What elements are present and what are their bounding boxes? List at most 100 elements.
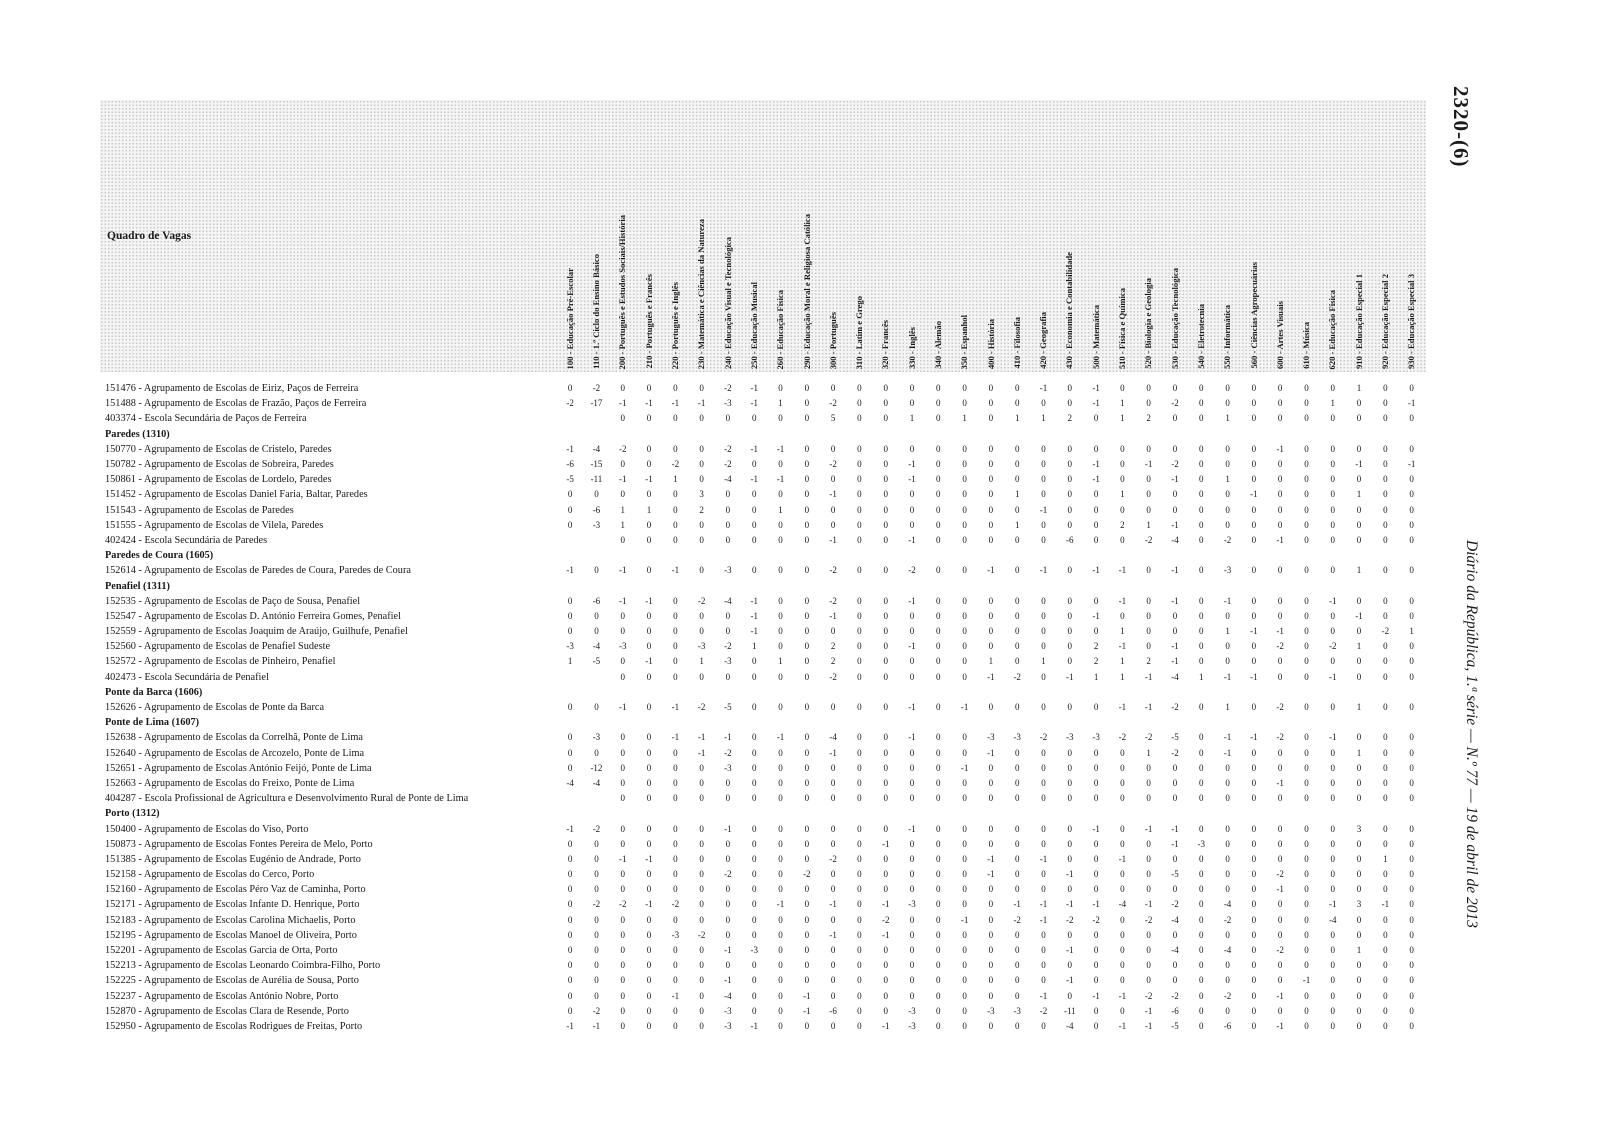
vacancy-cell: 0 — [1146, 762, 1151, 773]
vacancy-cell: 0 — [1093, 869, 1099, 880]
vacancy-cell: -6 — [829, 1005, 837, 1016]
school-label: 152559 - Agrupamento de Escolas Joaquim … — [105, 626, 408, 638]
vacancy-cell: 0 — [567, 975, 573, 986]
vacancy-cell: 0 — [673, 762, 678, 773]
vacancy-cell: 0 — [1330, 534, 1336, 545]
vacancy-cell: 1 — [1120, 398, 1125, 409]
vacancy-cell: 0 — [751, 869, 757, 880]
vacancy-cell: 3 — [1356, 823, 1362, 834]
vacancy-cell: 0 — [804, 747, 810, 758]
vacancy-cell: 0 — [1330, 489, 1336, 500]
column-header-label: 230 - Matemática e Ciências da Natureza — [696, 218, 707, 369]
vacancy-cell: 0 — [594, 853, 599, 864]
vacancy-cell: -1 — [618, 595, 627, 606]
vacancy-cell: 0 — [699, 960, 704, 971]
vacancy-cell: 2 — [830, 656, 836, 667]
vacancy-cell: 0 — [751, 793, 757, 804]
vacancy-cell: -1 — [1118, 641, 1127, 652]
vacancy-cell: -1 — [1171, 838, 1179, 849]
vacancy-cell: 0 — [1251, 823, 1257, 834]
vacancy-cell: 0 — [857, 595, 862, 606]
vacancy-cell: 0 — [646, 671, 652, 682]
municipality-label: Paredes de Coura (1605) — [105, 550, 214, 562]
vacancy-cell: 0 — [620, 656, 625, 667]
vacancy-cell: 0 — [804, 702, 810, 713]
vacancy-cell: 0 — [1146, 777, 1151, 788]
vacancy-cell: 0 — [988, 398, 994, 409]
vacancy-cell: 0 — [909, 656, 915, 667]
vacancy-cell: 0 — [1120, 838, 1125, 849]
vacancy-cell: 0 — [778, 626, 783, 637]
vacancy-cell: 0 — [778, 929, 783, 940]
vacancy-cell: 1 — [1014, 519, 1020, 530]
vacancy-cell: 0 — [1225, 793, 1230, 804]
vacancy-cell: -1 — [566, 443, 574, 454]
vacancy-cell: 0 — [936, 914, 941, 925]
table-row: 152640 - Agrupamento de Escolas de Arcoz… — [100, 746, 1426, 761]
vacancy-cell: 0 — [673, 1020, 678, 1031]
vacancy-cell: 0 — [1093, 853, 1099, 864]
vacancy-cell: 1 — [778, 398, 783, 409]
vacancy-cell: 0 — [1120, 762, 1125, 773]
vacancy-cell: 1 — [962, 413, 967, 424]
column-header: 930 - Educação Especial 3 — [1399, 274, 1425, 369]
vacancy-cell: -1 — [750, 398, 758, 409]
vacancy-cell: 0 — [830, 626, 836, 637]
vacancy-cell: 0 — [699, 853, 704, 864]
vacancy-cell: 0 — [936, 747, 941, 758]
vacancy-cell: 0 — [1356, 1020, 1362, 1031]
vacancy-cell: -3 — [1066, 732, 1074, 743]
vacancy-cell: 0 — [936, 519, 941, 530]
vacancy-cell: -3 — [618, 641, 627, 652]
vacancy-cell: 0 — [1251, 519, 1257, 530]
vacancy-cell: 0 — [751, 762, 757, 773]
vacancy-cell: 0 — [567, 1005, 573, 1016]
vacancy-cell: 0 — [1120, 869, 1125, 880]
column-header-label: 220 - Português e Inglês — [670, 281, 681, 369]
vacancy-cell: 0 — [1225, 975, 1230, 986]
vacancy-cell: 0 — [883, 459, 888, 470]
vacancy-cell: -17 — [590, 398, 603, 409]
vacancy-cell: 0 — [1014, 443, 1020, 454]
vacancy-cell: -2 — [592, 383, 601, 394]
vacancy-cell: 0 — [725, 884, 731, 895]
vacancy-cell: -2 — [592, 1005, 601, 1016]
vacancy-cell: 0 — [857, 398, 862, 409]
column-headers: 100 - Educação Pré-Escolar 110 - 1.º Cicl… — [557, 214, 1425, 369]
vacancy-cell: 0 — [857, 929, 862, 940]
vacancy-cell: 0 — [1093, 762, 1099, 773]
school-label: 152183 - Agrupamento de Escolas Carolina… — [105, 914, 356, 926]
vacancy-cell: 0 — [1304, 413, 1309, 424]
vacancy-cell: -2 — [1171, 899, 1179, 910]
vacancy-cell: 0 — [594, 929, 599, 940]
vacancy-cell: 0 — [1409, 793, 1414, 804]
vacancy-cell: 0 — [909, 747, 915, 758]
vacancy-cell: 0 — [751, 884, 757, 895]
vacancy-cell: 0 — [804, 656, 810, 667]
vacancy-cell: -1 — [1144, 1020, 1153, 1031]
vacancy-cell: 0 — [1304, 383, 1309, 394]
vacancy-cell: 0 — [988, 914, 994, 925]
vacancy-cell: -2 — [592, 899, 601, 910]
vacancy-cell: 0 — [804, 641, 810, 652]
vacancy-cell: 0 — [936, 899, 941, 910]
vacancy-cell: 0 — [620, 534, 625, 545]
vacancy-cell: 0 — [646, 823, 652, 834]
vacancy-cell: 0 — [567, 838, 573, 849]
vacancy-cell: 0 — [857, 534, 862, 545]
vacancy-cell: 0 — [936, 975, 941, 986]
vacancy-cell: 0 — [699, 443, 704, 454]
vacancy-cell: 0 — [1014, 777, 1020, 788]
vacancy-cell: -1 — [1066, 899, 1074, 910]
vacancy-cell: 0 — [673, 626, 678, 637]
vacancy-cell: 1 — [1041, 413, 1046, 424]
vacancy-cell: 0 — [778, 823, 783, 834]
vacancy-cell: 0 — [751, 838, 757, 849]
vacancy-cell: 0 — [1330, 626, 1336, 637]
vacancy-cell: 0 — [1304, 702, 1309, 713]
vacancy-cell: -2 — [1223, 990, 1232, 1001]
vacancy-cell: 0 — [1383, 1005, 1388, 1016]
vacancy-cell: 0 — [1199, 383, 1204, 394]
vacancy-cell: 0 — [1383, 823, 1388, 834]
vacancy-cell: -1 — [1118, 1020, 1127, 1031]
